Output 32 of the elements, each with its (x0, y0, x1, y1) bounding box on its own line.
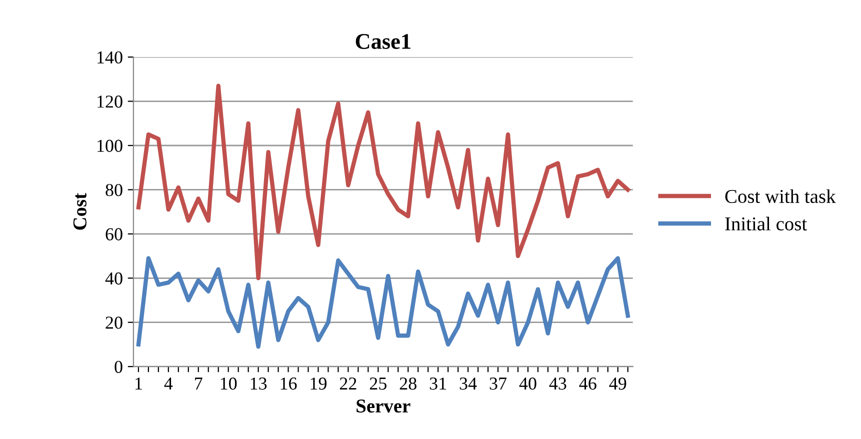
x-tick-label: 49 (609, 378, 626, 390)
x-tick-label: 22 (340, 378, 356, 390)
line-series (136, 256, 630, 349)
y-tick-label: 120 (98, 96, 122, 108)
y-tick-label: 80 (106, 184, 122, 196)
y-tick-label: 100 (98, 140, 122, 152)
x-tick-label: 31 (430, 378, 446, 390)
x-tick-label: 34 (460, 378, 477, 390)
y-tick-label: 40 (105, 272, 122, 285)
x-tick-label: 19 (310, 378, 327, 390)
x-tick-label: 13 (250, 378, 267, 390)
y-tick-label: 20 (106, 316, 122, 329)
x-tick-label: 25 (370, 378, 386, 390)
x-tick-label: 37 (490, 378, 507, 390)
x-tick-label: 40 (519, 378, 536, 390)
x-tick-label: 1 (136, 378, 142, 390)
x-axis-title: Server (356, 400, 410, 413)
chart-title: Case1 (356, 34, 410, 49)
y-tick-label: 0 (114, 360, 122, 374)
legend-label: Cost with task (725, 189, 836, 204)
x-tick-label: 10 (220, 378, 237, 390)
y-axis-title: Cost (73, 193, 86, 230)
line-series (136, 84, 630, 280)
x-tick-label: 4 (164, 378, 173, 390)
y-tick-label: 60 (106, 228, 122, 240)
y-tick-label: 140 (98, 51, 122, 64)
x-tick-label: 43 (549, 378, 566, 390)
x-tick-label: 28 (400, 378, 416, 390)
x-tick-label: 7 (195, 378, 202, 390)
legend-label: Initial cost (725, 216, 807, 230)
x-tick-label: 46 (579, 378, 596, 390)
x-tick-label: 16 (280, 378, 297, 390)
